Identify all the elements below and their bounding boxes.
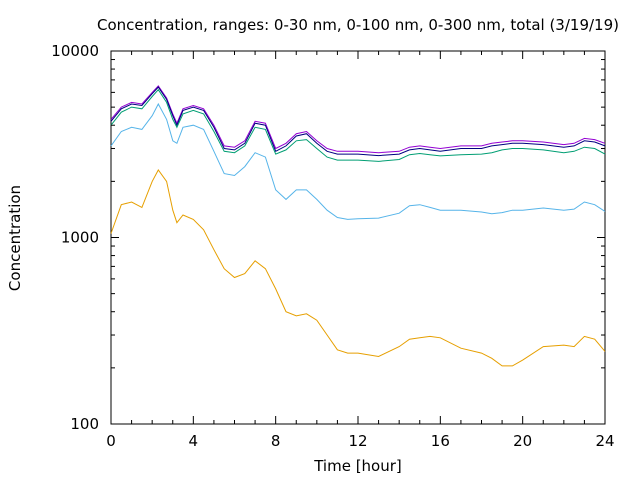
x-axis-label: Time [hour] bbox=[313, 457, 402, 475]
x-tick-label: 12 bbox=[348, 432, 367, 450]
y-axis-ticks: 100 1000 10000 bbox=[51, 42, 605, 433]
series-line-2 bbox=[110, 86, 606, 157]
y-tick-label: 100 bbox=[70, 415, 99, 433]
x-tick-label: 24 bbox=[595, 432, 614, 450]
series-line-4 bbox=[110, 102, 606, 220]
series-layer bbox=[110, 85, 606, 367]
plot-border bbox=[110, 50, 606, 425]
y-tick-label: 10000 bbox=[51, 42, 99, 60]
series-line-3 bbox=[110, 88, 606, 162]
y-tick-label: 1000 bbox=[61, 229, 99, 247]
x-tick-label: 16 bbox=[431, 432, 450, 450]
series-line-1 bbox=[110, 85, 606, 154]
x-axis-ticks: 0 4 8 12 16 20 24 bbox=[106, 51, 615, 450]
plot-frame bbox=[110, 50, 606, 425]
x-tick-label: 20 bbox=[513, 432, 532, 450]
x-tick-label: 8 bbox=[271, 432, 281, 450]
series-line-5 bbox=[110, 169, 606, 367]
y-axis-label: Concentration bbox=[6, 185, 24, 291]
x-tick-label: 0 bbox=[106, 432, 116, 450]
x-tick-label: 4 bbox=[189, 432, 199, 450]
chart-title: Concentration, ranges: 0-30 nm, 0-100 nm… bbox=[97, 16, 619, 34]
